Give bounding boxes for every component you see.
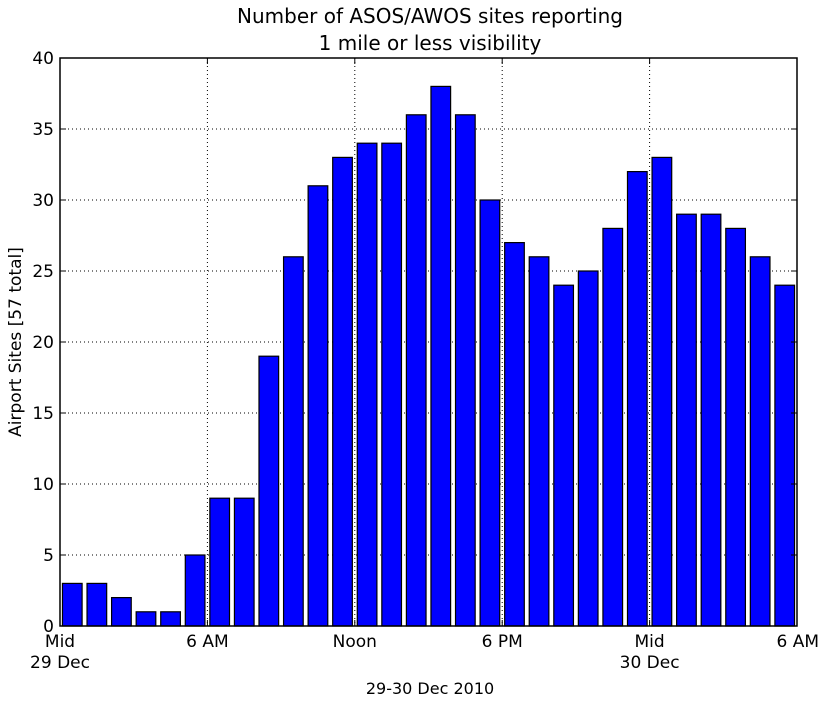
y-tick-label: 15 — [32, 404, 54, 424]
x-tick-sublabel: 30 Dec — [620, 653, 680, 673]
bar — [528, 256, 550, 627]
y-tick-labels: 0 5 10 15 20 25 30 35 40 — [32, 49, 54, 637]
bar — [725, 227, 747, 627]
y-tick-label: 10 — [32, 475, 54, 495]
y-tick-label: 0 — [43, 617, 54, 637]
bar — [160, 611, 181, 627]
bar — [258, 355, 280, 627]
bar — [307, 185, 329, 627]
bar — [479, 199, 501, 627]
bar — [602, 227, 624, 627]
bar — [332, 156, 353, 627]
y-tick-label: 35 — [32, 120, 54, 140]
bar — [209, 497, 231, 627]
bar — [405, 114, 427, 627]
x-tick-label: Noon — [333, 632, 377, 652]
y-tick-label: 30 — [32, 191, 54, 211]
bar — [61, 582, 83, 627]
axes — [59, 57, 798, 627]
bar — [504, 242, 525, 627]
title-line-2: 1 mile or less visibility — [319, 31, 542, 55]
bar — [233, 497, 255, 627]
bar — [381, 142, 403, 627]
y-axis-label: Airport Sites [57 total] — [6, 247, 26, 437]
y-tick-label: 20 — [32, 333, 54, 353]
bar — [774, 284, 796, 627]
grid — [60, 58, 797, 626]
title-line-1: Number of ASOS/AWOS sites reporting — [237, 4, 623, 28]
bar — [184, 554, 206, 627]
y-tick-label: 25 — [32, 262, 54, 282]
y-tick-label: 40 — [32, 49, 54, 69]
bar — [651, 156, 673, 627]
x-tick-label: Mid — [45, 632, 75, 652]
bar — [430, 85, 452, 627]
x-tick-label: 6 PM — [482, 632, 523, 652]
x-axis-label: 29-30 Dec 2010 — [366, 679, 494, 698]
bar — [700, 213, 722, 627]
bar — [135, 611, 157, 627]
bar — [676, 213, 697, 627]
bar — [86, 582, 108, 627]
bar — [282, 256, 304, 627]
x-tick-sublabel: 29 Dec — [30, 653, 90, 673]
bar — [110, 596, 132, 627]
x-tick-label: 6 AM — [776, 632, 819, 652]
y-tick-label: 5 — [43, 546, 54, 566]
bar — [454, 114, 476, 627]
bar — [577, 270, 599, 627]
bar — [356, 142, 378, 627]
chart-title: Number of ASOS/AWOS sites reporting 1 mi… — [237, 4, 623, 55]
bar — [553, 284, 575, 627]
bars — [61, 85, 796, 627]
bar — [626, 171, 648, 627]
x-tick-label: Mid — [635, 632, 665, 652]
bar — [749, 256, 771, 627]
x-tick-label: 6 AM — [186, 632, 229, 652]
